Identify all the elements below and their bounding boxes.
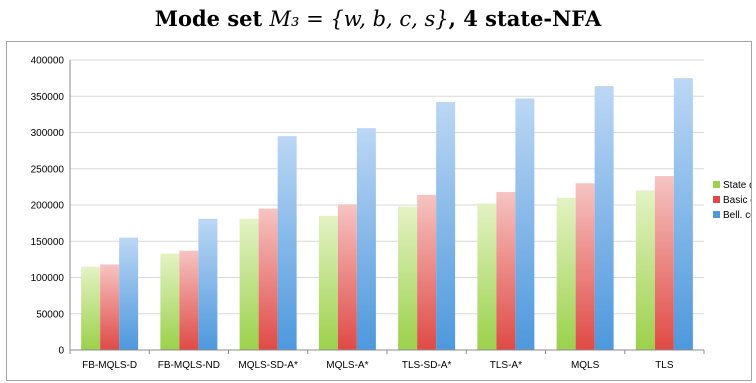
legend-label: Basic dom [723, 195, 751, 206]
axes [69, 60, 705, 354]
bar-state-dom-7 [635, 190, 655, 350]
bar-state-dom-6 [556, 197, 576, 350]
y-tick-label: 100000 [31, 273, 65, 284]
y-tick-label: 250000 [31, 164, 65, 175]
x-category-label: TLS [655, 360, 674, 371]
bar-basic-dom-4 [417, 194, 437, 350]
bar-bell-cond-6 [594, 86, 614, 350]
bar-state-dom-5 [477, 203, 497, 350]
x-category-label: TLS-SD-A* [402, 360, 452, 371]
x-category-label: TLS-A* [490, 360, 522, 371]
y-tick-label: 300000 [31, 128, 65, 139]
y-axis-ticks: 0 50000 100000 150000 200000 250000 300000 3500… [31, 56, 65, 357]
bar-basic-dom-5 [496, 191, 516, 350]
x-category-label: FB-MQLS-D [82, 360, 137, 371]
bar-state-dom-1 [160, 253, 180, 350]
bar-basic-dom-3 [337, 204, 357, 350]
bar-bell-cond-7 [673, 78, 693, 350]
legend-swatch [713, 181, 720, 188]
legend-swatch [713, 196, 720, 203]
bar-bell-cond-1 [198, 218, 218, 350]
x-category-label: MQLS [571, 360, 600, 371]
legend: State dom Basic dom Bell. cond [713, 180, 751, 221]
bar-basic-dom-7 [654, 176, 674, 350]
y-tick-label: 200000 [31, 201, 65, 212]
title-math: M₃ = {w, b, c, s} [269, 7, 449, 31]
x-category-label: FB-MQLS-ND [158, 360, 220, 371]
x-axis-labels: FB-MQLS-D FB-MQLS-ND MQLS-SD-A* MQLS-A* TLS-… [82, 360, 674, 371]
bar-bell-cond-5 [515, 98, 535, 350]
title-prefix: Mode set [154, 6, 270, 31]
bar-state-dom-3 [318, 215, 338, 350]
x-category-label: MQLS-A* [326, 360, 368, 371]
bar-state-dom-0 [81, 266, 101, 350]
title-suffix: , 4 state-NFA [448, 6, 602, 31]
bars [81, 78, 693, 350]
bar-chart: 0 50000 100000 150000 200000 250000 300000 3500… [31, 56, 751, 372]
bar-bell-cond-0 [119, 237, 139, 350]
bar-bell-cond-3 [356, 128, 376, 350]
y-tick-label: 400000 [31, 56, 65, 67]
bar-basic-dom-6 [575, 183, 595, 350]
x-category-label: MQLS-SD-A* [238, 360, 298, 371]
y-tick-label: 50000 [36, 309, 64, 320]
bar-bell-cond-4 [436, 102, 456, 350]
legend-swatch [713, 211, 720, 218]
legend-label: Bell. cond [723, 210, 751, 221]
bar-bell-cond-2 [277, 136, 297, 350]
y-tick-label: 0 [58, 346, 64, 357]
chart-frame: 0 50000 100000 150000 200000 250000 300000 3500… [6, 41, 752, 381]
legend-label: State dom [723, 180, 751, 191]
y-tick-label: 350000 [31, 92, 65, 103]
bar-state-dom-2 [239, 218, 259, 350]
bar-basic-dom-2 [258, 208, 278, 350]
y-tick-label: 150000 [31, 237, 65, 248]
bar-basic-dom-1 [179, 250, 199, 350]
bar-state-dom-4 [398, 206, 418, 350]
bar-basic-dom-0 [100, 264, 120, 350]
chart-title: Mode set M₃ = {w, b, c, s}, 4 state-NFA [0, 6, 756, 40]
